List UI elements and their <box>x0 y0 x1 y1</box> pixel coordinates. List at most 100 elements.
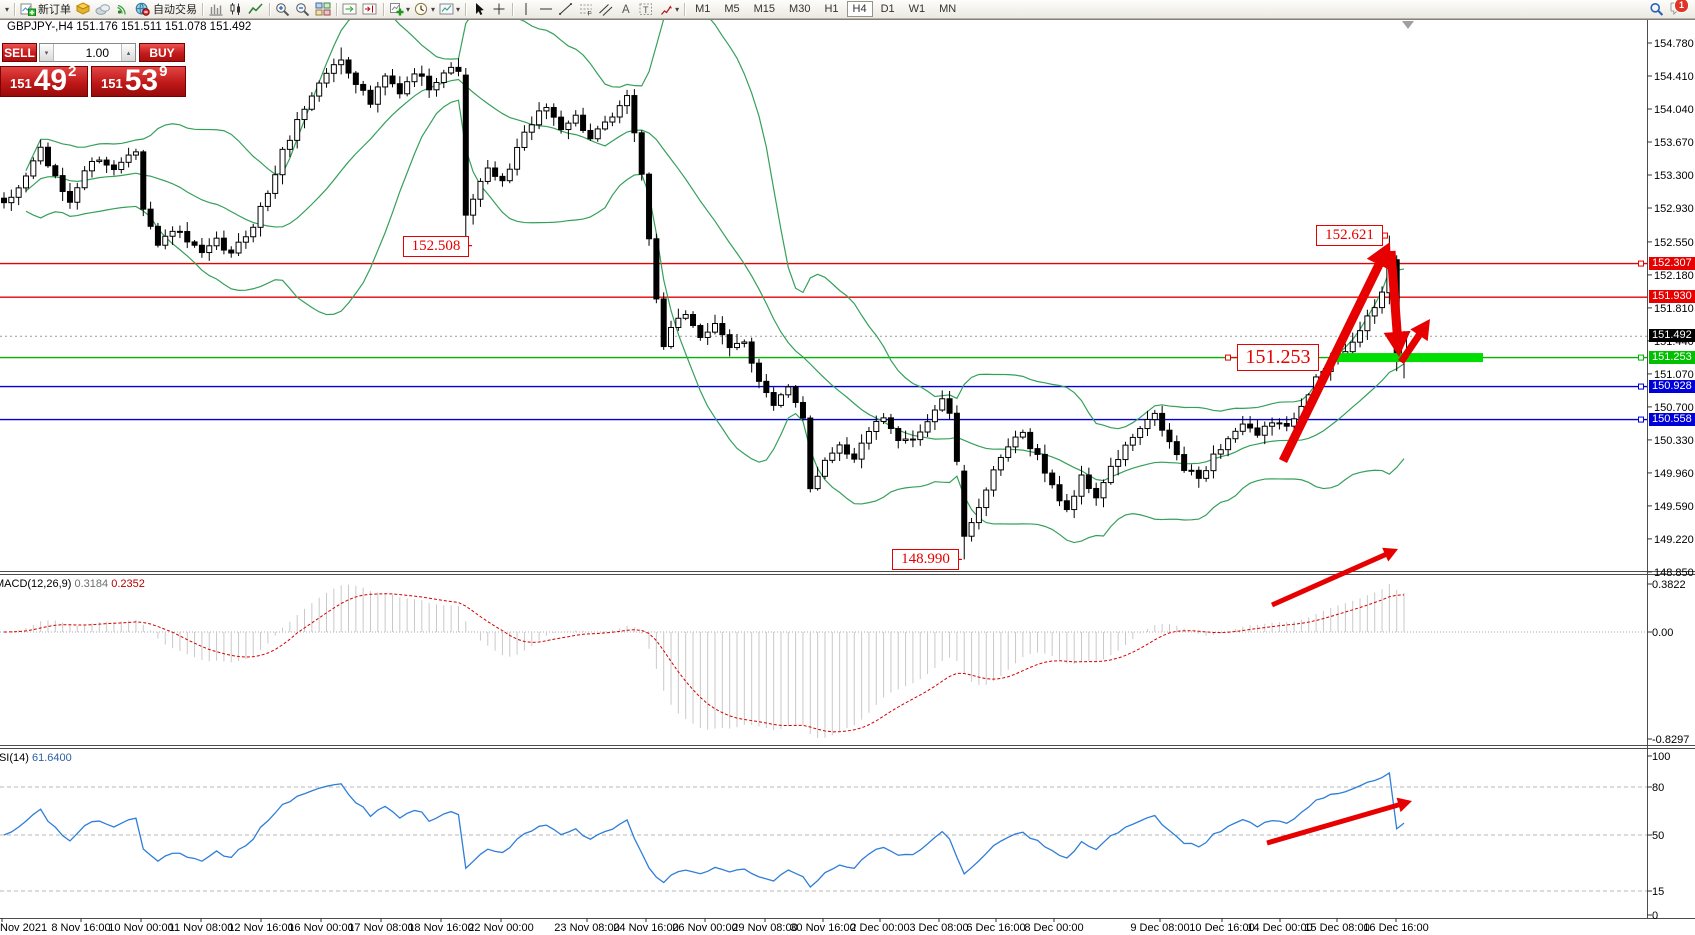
timeframe-button-MN[interactable]: MN <box>933 1 962 17</box>
chart-ohlc-title: GBPJPY-,H4 151.176 151.511 151.078 151.4… <box>7 21 252 33</box>
chart-shift-marker[interactable] <box>1402 21 1414 29</box>
line-selection-square <box>1638 260 1644 267</box>
callout-anchor-square <box>1225 354 1231 361</box>
timeframe-button-H4[interactable]: H4 <box>846 1 873 17</box>
periods-icon <box>414 2 430 16</box>
volume-input[interactable] <box>54 44 121 61</box>
indicators-list-icon[interactable]: ▾ <box>387 1 412 18</box>
price-annotation-152621[interactable]: 152.621 <box>1316 225 1383 246</box>
caret-down-icon: ▾ <box>431 4 436 14</box>
macd-histogram <box>10 584 1405 738</box>
tile-windows-icon[interactable] <box>313 1 333 18</box>
svg-text:A: A <box>622 4 630 16</box>
rsi-axis-label: 50 <box>1652 830 1664 842</box>
timeframe-button-M1[interactable]: M1 <box>689 1 716 17</box>
cloud-profile-icon <box>95 2 111 16</box>
line-selection-square <box>1638 383 1644 390</box>
line-chart-icon[interactable] <box>246 1 266 18</box>
svg-text:F: F <box>588 11 592 17</box>
price-annotation-151253[interactable]: 151.253 <box>1237 344 1319 371</box>
fibonacci-tool-icon[interactable]: F <box>576 1 596 18</box>
toolbar: ▾ 新订单 自动交易 ▾ ▾ ▾ F A T ▾ M1 M5 M15 M30 H1 H4 D1 W1 MN 1 <box>0 0 1695 19</box>
search-icon <box>1649 2 1665 16</box>
window-borders <box>0 19 1695 919</box>
price-axis-tick-label: 149.590 <box>1654 501 1694 513</box>
auto-scroll-icon[interactable] <box>340 1 360 18</box>
search-icon[interactable] <box>1647 1 1667 18</box>
chart-shift-icon[interactable] <box>360 1 380 18</box>
price-axis-tick-label: 150.700 <box>1654 402 1694 414</box>
cursor-tool-icon[interactable] <box>469 1 489 18</box>
new-order-icon-label: 新订单 <box>38 4 72 16</box>
arrows-tool-icon[interactable]: ▾ <box>656 1 681 18</box>
rsi-axis-label: 15 <box>1652 886 1664 898</box>
price-annotation-148990[interactable]: 148.990 <box>892 549 959 570</box>
toolbar-separator <box>269 2 271 16</box>
text-tool-icon[interactable]: A <box>616 1 636 18</box>
market-cube-icon[interactable] <box>73 1 93 18</box>
buy-button[interactable]: BUY <box>139 43 185 62</box>
price-axis: 154.780 154.410 154.040 153.670 153.300 152.9… <box>1647 38 1694 922</box>
templates-icon[interactable]: ▾ <box>437 1 462 18</box>
time-axis-label: 16 Dec 16:00 <box>1363 922 1428 934</box>
main-chart-area <box>0 20 1647 560</box>
time-axis-label: 6 Dec 16:00 <box>966 922 1025 934</box>
trend-arrow-annotation[interactable] <box>1279 242 1392 463</box>
time-axis-label: 24 Nov 16:00 <box>613 922 678 934</box>
buy-price-prefix: 151 <box>101 76 123 91</box>
timeframe-button-H1[interactable]: H1 <box>818 1 844 17</box>
zoom-out-icon[interactable] <box>293 1 313 18</box>
timeframe-button-M30[interactable]: M30 <box>783 1 816 17</box>
zoom-in-icon[interactable] <box>273 1 293 18</box>
chart-shift-icon <box>362 2 378 16</box>
price-axis-tick-label: 154.780 <box>1654 38 1694 50</box>
autotrading-icon <box>135 2 151 16</box>
price-annotation-152508[interactable]: 152.508 <box>403 236 469 257</box>
text-label-tool-icon: T <box>638 2 654 16</box>
signals-icon[interactable] <box>113 1 133 18</box>
equidistant-channel-tool-icon[interactable] <box>596 1 616 18</box>
timeframe-button-M15[interactable]: M15 <box>748 1 781 17</box>
price-axis-tick-label: 149.220 <box>1654 534 1694 546</box>
caret-down-icon: ▾ <box>5 4 10 14</box>
sell-price-main: 49 <box>33 64 68 97</box>
timeframe-button-D1[interactable]: D1 <box>875 1 901 17</box>
vertical-line-tool-icon[interactable] <box>516 1 536 18</box>
time-axis-label: 10 Dec 16:00 <box>1189 922 1254 934</box>
bar-chart-icon[interactable] <box>206 1 226 18</box>
sell-button[interactable]: SELL <box>2 43 37 62</box>
volume-decrease-button[interactable]: ▾ <box>40 44 54 61</box>
toolbar-grip-caret[interactable]: ▾ <box>2 1 11 18</box>
new-order-icon[interactable]: 新订单 <box>18 1 73 18</box>
sell-price-pip: 2 <box>68 63 77 80</box>
sell-price-box[interactable]: 151 49 2 <box>0 63 88 97</box>
trend-arrow-annotation[interactable] <box>1398 319 1430 364</box>
horizontal-line-tool-icon[interactable] <box>536 1 556 18</box>
support-zone-band[interactable] <box>1335 353 1483 363</box>
time-axis-label: 26 Nov 00:00 <box>672 922 737 934</box>
notifications-icon[interactable]: 1 <box>1667 0 1695 18</box>
rsi-indicator-label: RSI(14) 61.6400 <box>0 752 72 764</box>
trend-arrow-annotation[interactable] <box>1266 797 1412 846</box>
macd-indicator-label: MACD(12,26,9) 0.3184 0.2352 <box>0 578 145 590</box>
text-label-tool-icon[interactable]: T <box>636 1 656 18</box>
periods-icon[interactable]: ▾ <box>412 1 437 18</box>
toolbar-separator <box>465 2 467 16</box>
volume-increase-button[interactable]: ▴ <box>121 44 135 61</box>
buy-price-box[interactable]: 151 53 9 <box>91 63 186 97</box>
crosshair-tool-icon[interactable] <box>489 1 509 18</box>
timeframe-button-M5[interactable]: M5 <box>718 1 745 17</box>
price-level-flag: 152.307 <box>1649 257 1695 270</box>
annotation-connectors <box>467 232 1644 561</box>
cloud-profile-icon[interactable] <box>93 1 113 18</box>
trend-arrow-annotation[interactable] <box>1383 250 1411 357</box>
candlesticks <box>1 47 1408 560</box>
trendline-tool-icon[interactable] <box>556 1 576 18</box>
autotrading-icon[interactable]: 自动交易 <box>133 1 199 18</box>
trend-arrow-annotation[interactable] <box>1271 547 1398 608</box>
timeframe-button-W1[interactable]: W1 <box>903 1 932 17</box>
candlestick-chart-icon[interactable] <box>226 1 246 18</box>
time-axis-label: 8 Dec 00:00 <box>1024 922 1083 934</box>
